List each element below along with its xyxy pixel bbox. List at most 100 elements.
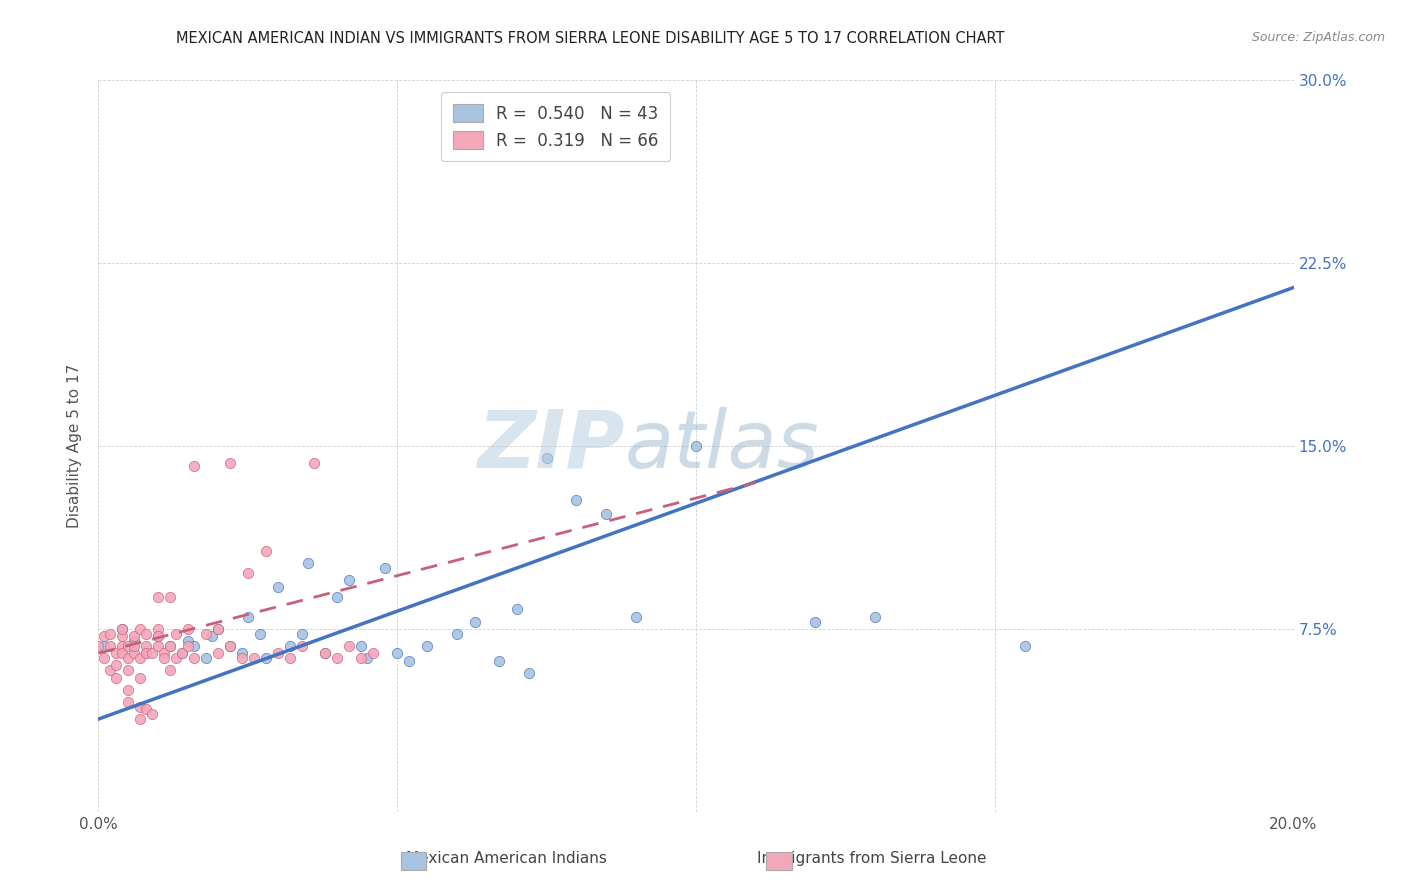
Point xyxy=(153,646,176,660)
Point xyxy=(201,629,224,643)
Point xyxy=(254,651,277,665)
Point xyxy=(363,646,385,660)
Point xyxy=(183,651,205,665)
Point xyxy=(141,646,163,660)
Point xyxy=(350,639,373,653)
Point xyxy=(685,439,707,453)
Point xyxy=(105,671,128,685)
Point xyxy=(124,629,146,643)
Point xyxy=(117,682,139,697)
Point xyxy=(536,451,558,466)
Point xyxy=(416,639,439,653)
Point xyxy=(446,626,468,640)
Point xyxy=(356,651,378,665)
Point xyxy=(117,663,139,677)
Point xyxy=(626,609,648,624)
Point xyxy=(219,639,242,653)
Point xyxy=(195,651,218,665)
Point xyxy=(98,663,122,677)
Point xyxy=(249,626,271,640)
Point xyxy=(98,639,122,653)
Point xyxy=(124,646,146,660)
Text: atlas: atlas xyxy=(624,407,820,485)
Text: MEXICAN AMERICAN INDIAN VS IMMIGRANTS FROM SIERRA LEONE DISABILITY AGE 5 TO 17 C: MEXICAN AMERICAN INDIAN VS IMMIGRANTS FR… xyxy=(176,31,1005,46)
Point xyxy=(267,646,290,660)
Point xyxy=(165,626,187,640)
Point xyxy=(207,646,229,660)
Point xyxy=(231,651,253,665)
Point xyxy=(165,651,187,665)
Point xyxy=(506,602,529,616)
Point xyxy=(565,492,588,507)
Point xyxy=(159,663,181,677)
Point xyxy=(339,573,361,587)
Point xyxy=(135,702,157,716)
Point xyxy=(87,639,110,653)
Point xyxy=(517,665,540,680)
Point xyxy=(129,712,152,726)
Point xyxy=(111,646,134,660)
Point xyxy=(93,629,115,643)
Point xyxy=(153,651,176,665)
Point xyxy=(117,651,139,665)
Point xyxy=(98,626,122,640)
Point xyxy=(159,639,181,653)
Point xyxy=(219,639,242,653)
Text: Immigrants from Sierra Leone: Immigrants from Sierra Leone xyxy=(756,851,987,865)
Point xyxy=(159,639,181,653)
Point xyxy=(135,646,157,660)
Point xyxy=(93,639,115,653)
Point xyxy=(129,651,152,665)
Point xyxy=(111,629,134,643)
Point xyxy=(291,626,314,640)
Point xyxy=(302,456,325,470)
Point xyxy=(236,566,259,580)
Text: ZIP: ZIP xyxy=(477,407,624,485)
Point xyxy=(105,646,128,660)
Point xyxy=(865,609,887,624)
Point xyxy=(93,651,115,665)
Point xyxy=(111,622,134,636)
Point xyxy=(243,651,266,665)
Point xyxy=(183,639,205,653)
Point xyxy=(374,561,396,575)
Point xyxy=(148,639,170,653)
Point xyxy=(135,639,157,653)
Point xyxy=(315,646,337,660)
Point xyxy=(148,622,170,636)
Point xyxy=(124,634,146,648)
Point xyxy=(291,639,314,653)
Point xyxy=(111,639,134,653)
Point xyxy=(385,646,409,660)
Point xyxy=(236,609,259,624)
Point xyxy=(117,695,139,709)
Point xyxy=(326,651,349,665)
Point xyxy=(804,615,827,629)
Point xyxy=(183,458,205,473)
Point xyxy=(111,622,134,636)
Point xyxy=(195,626,218,640)
Point xyxy=(398,654,420,668)
Point xyxy=(159,590,181,604)
Point xyxy=(177,634,200,648)
Point xyxy=(1014,639,1036,653)
Point xyxy=(254,544,277,558)
Y-axis label: Disability Age 5 to 17: Disability Age 5 to 17 xyxy=(67,364,83,528)
Point xyxy=(172,646,194,660)
Point xyxy=(326,590,349,604)
Point xyxy=(172,646,194,660)
Point xyxy=(135,646,157,660)
Point xyxy=(231,646,253,660)
Point xyxy=(350,651,373,665)
Point xyxy=(315,646,337,660)
Point xyxy=(207,622,229,636)
Text: Source: ZipAtlas.com: Source: ZipAtlas.com xyxy=(1251,31,1385,45)
Point xyxy=(135,626,157,640)
Point xyxy=(297,556,319,570)
Point xyxy=(177,622,200,636)
Point xyxy=(177,639,200,653)
Point xyxy=(129,699,152,714)
Point xyxy=(278,651,301,665)
Point xyxy=(339,639,361,653)
Point xyxy=(207,622,229,636)
